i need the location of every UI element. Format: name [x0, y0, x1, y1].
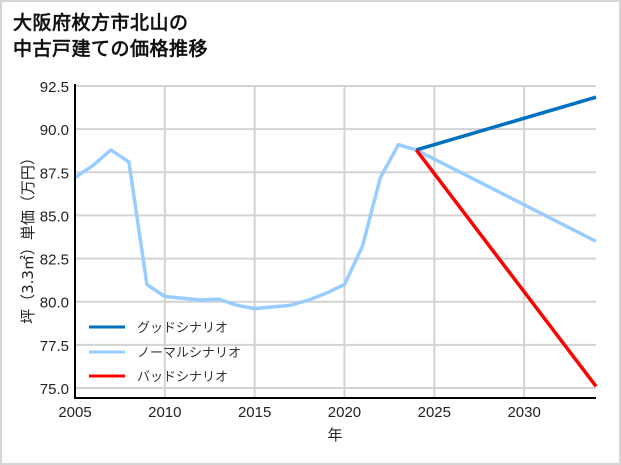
chart-title: 大阪府枚方市北山の 中古戸建ての価格推移	[13, 10, 208, 62]
series-line-1	[74, 142, 597, 311]
y-tick-labels: 75.0 77.5 80.0 82.5 85.0 87.5 90.0 92.5	[40, 79, 69, 398]
x-tick-label: 2020	[328, 404, 361, 421]
y-tick-label: 87.5	[40, 165, 69, 182]
series-lines	[74, 95, 598, 388]
series-line-2	[414, 148, 598, 388]
x-tick-label: 2030	[507, 404, 540, 421]
grid-lines	[75, 85, 596, 398]
y-tick-label: 80.0	[40, 295, 69, 312]
chart-title-line-1: 大阪府枚方市北山の	[13, 12, 189, 34]
x-tick-label: 2015	[238, 404, 271, 421]
y-tick-label: 77.5	[40, 338, 69, 355]
y-tick-label: 82.5	[40, 252, 69, 269]
x-axis-label: 年	[327, 426, 342, 444]
series-line-0	[415, 95, 597, 152]
chart-title-line-2: 中古戸建ての価格推移	[13, 38, 209, 60]
y-tick-label: 92.5	[40, 79, 69, 96]
legend-label: グッドシナリオ	[137, 321, 228, 336]
x-tick-label: 2005	[58, 404, 91, 421]
x-tick-label: 2010	[148, 404, 181, 421]
y-tick-label: 85.0	[40, 208, 69, 225]
legend-label: バッドシナリオ	[137, 370, 228, 385]
legend-label: ノーマルシナリオ	[137, 346, 241, 361]
y-tick-label: 75.0	[40, 381, 69, 398]
x-tick-label: 2025	[418, 404, 451, 421]
axes	[74, 84, 596, 399]
y-tick-label: 90.0	[40, 122, 69, 139]
y-axis-label: 坪（3.3㎡）単価（万円）	[19, 150, 37, 324]
x-tick-labels: 2005 2010 2015 2020 2025 2030	[58, 404, 541, 421]
